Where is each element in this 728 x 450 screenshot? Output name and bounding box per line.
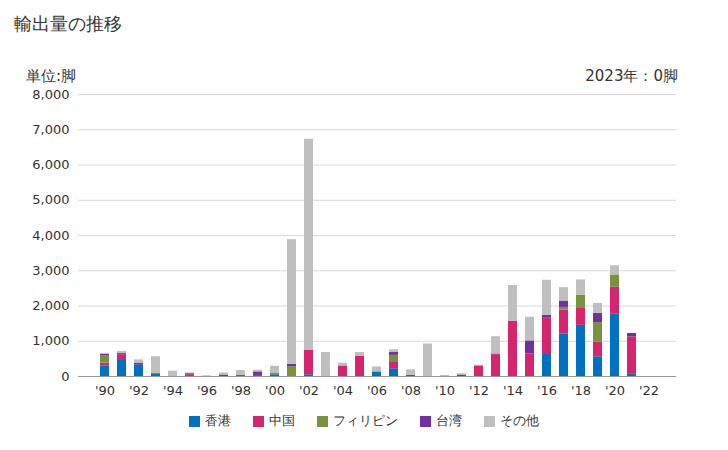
svg-text:0: 0: [61, 369, 69, 384]
svg-text:'14: '14: [503, 383, 523, 398]
svg-text:'20: '20: [605, 383, 625, 398]
svg-text:6,000: 6,000: [32, 157, 69, 172]
svg-text:'12: '12: [469, 383, 489, 398]
svg-text:'08: '08: [401, 383, 421, 398]
html-text:輸出量の推移: 輸出量の推移: [14, 13, 122, 34]
svg-text:'02: '02: [299, 383, 319, 398]
svg-text:'18: '18: [571, 383, 591, 398]
svg-text:5,000: 5,000: [32, 192, 69, 207]
svg-text:'04: '04: [333, 383, 353, 398]
svg-text:'16: '16: [537, 383, 557, 398]
svg-text:'10: '10: [435, 383, 455, 398]
svg-text:'94: '94: [163, 383, 183, 398]
svg-text:'90: '90: [95, 383, 115, 398]
html-text:香港: 香港: [205, 413, 231, 428]
svg-text:4,000: 4,000: [32, 228, 69, 243]
html-text:フィリピン: フィリピン: [333, 413, 398, 428]
svg-text:'22: '22: [639, 383, 659, 398]
html-text:単位:脚: 単位:脚: [26, 67, 77, 85]
svg-text:7,000: 7,000: [32, 122, 69, 137]
html-text:中国: 中国: [269, 413, 295, 428]
svg-text:3,000: 3,000: [32, 263, 69, 278]
svg-text:'96: '96: [197, 383, 217, 398]
svg-text:1,000: 1,000: [32, 333, 69, 348]
html-text:台湾: 台湾: [436, 413, 462, 428]
svg-text:'92: '92: [129, 383, 149, 398]
svg-text:'98: '98: [231, 383, 251, 398]
svg-text:'06: '06: [367, 383, 387, 398]
svg-text:8,000: 8,000: [32, 87, 69, 102]
html-text:2023年：0脚: 2023年：0脚: [585, 67, 678, 85]
svg-text:2,000: 2,000: [32, 298, 69, 313]
html-text:その他: その他: [500, 413, 539, 428]
svg-text:'00: '00: [265, 383, 285, 398]
